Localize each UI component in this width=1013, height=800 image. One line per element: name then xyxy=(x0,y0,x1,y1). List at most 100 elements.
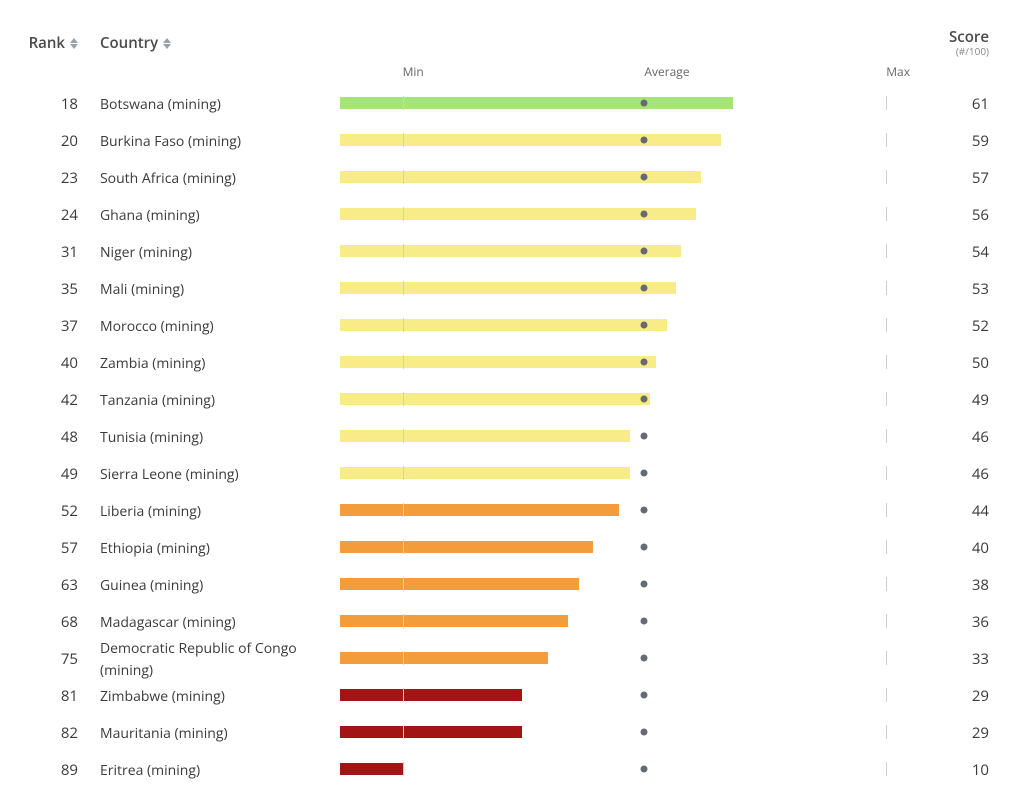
table-row[interactable]: 24Ghana (mining)56 xyxy=(24,196,989,233)
country-value: Burkina Faso (mining) xyxy=(100,132,241,151)
table-row[interactable]: 89Eritrea (mining)10 xyxy=(24,751,989,788)
table-row[interactable]: 57Ethiopia (mining)40 xyxy=(24,529,989,566)
score-bar-cell xyxy=(340,504,909,516)
score-bar-cell xyxy=(340,245,909,257)
tick-min xyxy=(403,96,404,110)
average-marker xyxy=(641,211,648,218)
score-bar xyxy=(340,245,681,257)
table-row[interactable]: 42Tanzania (mining)49 xyxy=(24,381,989,418)
tick-min xyxy=(403,725,404,739)
score-bar-cell xyxy=(340,319,909,331)
country-value: South Africa (mining) xyxy=(100,169,236,188)
score-bar xyxy=(340,430,630,442)
header-score-sublabel: (#/100) xyxy=(909,46,989,57)
tick-min xyxy=(403,392,404,406)
table-row[interactable]: 63Guinea (mining)38 xyxy=(24,566,989,603)
average-marker xyxy=(641,470,648,477)
table-row[interactable]: 52Liberia (mining)44 xyxy=(24,492,989,529)
table-row[interactable]: 35Mali (mining)53 xyxy=(24,270,989,307)
tick-max xyxy=(886,540,887,554)
country-value: Ghana (mining) xyxy=(100,206,200,225)
tick-max xyxy=(886,96,887,110)
tick-min xyxy=(403,318,404,332)
tick-min xyxy=(403,762,404,776)
tick-max xyxy=(886,133,887,147)
tick-max xyxy=(886,614,887,628)
score-bar xyxy=(340,578,579,590)
score-value: 49 xyxy=(972,390,989,410)
average-marker xyxy=(641,729,648,736)
score-value: 52 xyxy=(972,316,989,336)
rank-value: 57 xyxy=(61,538,78,558)
rank-value: 49 xyxy=(61,464,78,484)
score-value: 46 xyxy=(972,427,989,447)
country-value: Zimbabwe (mining) xyxy=(100,687,225,706)
average-marker xyxy=(641,248,648,255)
score-value: 36 xyxy=(972,612,989,632)
score-value: 50 xyxy=(972,353,989,373)
sort-icon xyxy=(163,38,171,49)
score-bar xyxy=(340,467,630,479)
tick-min xyxy=(403,355,404,369)
rank-value: 48 xyxy=(61,427,78,447)
tick-max xyxy=(886,762,887,776)
table-row[interactable]: 75Democratic Republic of Congo (mining)3… xyxy=(24,640,989,677)
tick-min xyxy=(403,614,404,628)
country-value: Madagascar (mining) xyxy=(100,613,236,632)
header-country[interactable]: Country xyxy=(100,33,171,53)
tick-min xyxy=(403,244,404,258)
country-value: Liberia (mining) xyxy=(100,502,201,521)
score-value: 38 xyxy=(972,575,989,595)
table-row[interactable]: 31Niger (mining)54 xyxy=(24,233,989,270)
average-marker xyxy=(641,692,648,699)
score-value: 29 xyxy=(972,686,989,706)
score-value: 10 xyxy=(972,760,989,780)
table-row[interactable]: 82Mauritania (mining)29 xyxy=(24,714,989,751)
country-value: Sierra Leone (mining) xyxy=(100,465,239,484)
tick-max xyxy=(886,651,887,665)
average-marker xyxy=(641,544,648,551)
table-row[interactable]: 68 Madagascar (mining) 36 xyxy=(24,603,989,640)
table-row[interactable]: 40Zambia (mining)50 xyxy=(24,344,989,381)
table-row[interactable]: 49Sierra Leone (mining)46 xyxy=(24,455,989,492)
score-bar xyxy=(340,393,650,405)
score-bar-cell xyxy=(340,282,909,294)
score-value: 56 xyxy=(972,205,989,225)
table-row[interactable]: 23South Africa (mining)57 xyxy=(24,159,989,196)
score-bar-cell xyxy=(340,97,909,109)
tick-min xyxy=(403,540,404,554)
score-value: 29 xyxy=(972,723,989,743)
average-marker xyxy=(641,100,648,107)
rank-value: 68 xyxy=(61,612,78,632)
tick-min xyxy=(403,281,404,295)
score-value: 54 xyxy=(972,242,989,262)
score-bar-cell xyxy=(340,393,909,405)
country-value: Ethiopia (mining) xyxy=(100,539,210,558)
score-bar-cell xyxy=(340,208,909,220)
country-value: Guinea (mining) xyxy=(100,576,203,595)
table-row[interactable]: 48Tunisia (mining)46 xyxy=(24,418,989,455)
score-bar xyxy=(340,356,656,368)
table-row[interactable]: 18Botswana (mining)61 xyxy=(24,85,989,122)
rank-value: 18 xyxy=(61,94,78,114)
score-bar-cell xyxy=(340,615,909,627)
sort-icon xyxy=(70,38,78,49)
axis-row: Min Average Max xyxy=(24,63,989,81)
tick-min xyxy=(403,133,404,147)
average-marker xyxy=(641,655,648,662)
score-bar xyxy=(340,97,733,109)
score-bar xyxy=(340,282,676,294)
tick-max xyxy=(886,466,887,480)
average-marker xyxy=(641,285,648,292)
header-rank[interactable]: Rank xyxy=(29,33,78,53)
table-row[interactable]: 37Morocco (mining)52 xyxy=(24,307,989,344)
average-marker xyxy=(641,618,648,625)
tick-min xyxy=(403,651,404,665)
average-marker xyxy=(641,359,648,366)
tick-max xyxy=(886,577,887,591)
country-value: Morocco (mining) xyxy=(100,317,214,336)
table-row[interactable]: 20Burkina Faso (mining)59 xyxy=(24,122,989,159)
table-row[interactable]: 81Zimbabwe (mining)29 xyxy=(24,677,989,714)
tick-min xyxy=(403,577,404,591)
header-country-label: Country xyxy=(100,33,158,53)
